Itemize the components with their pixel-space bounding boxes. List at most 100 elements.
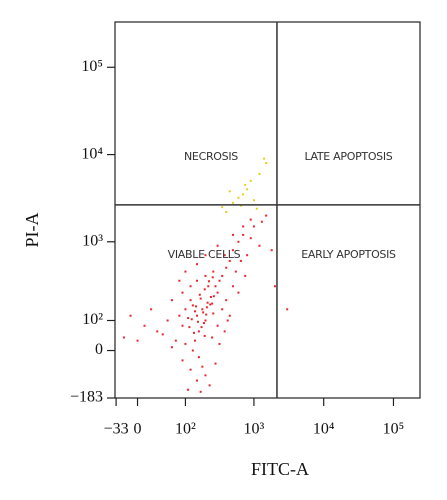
point xyxy=(143,324,146,327)
point xyxy=(286,308,289,311)
point xyxy=(263,157,266,160)
point xyxy=(214,285,217,288)
point xyxy=(212,312,215,315)
point xyxy=(231,285,234,288)
point xyxy=(207,285,210,288)
point xyxy=(209,303,212,306)
point xyxy=(195,305,198,308)
point xyxy=(252,225,255,228)
point xyxy=(265,162,268,165)
point xyxy=(201,365,204,368)
point xyxy=(150,308,153,311)
point xyxy=(216,291,219,294)
point xyxy=(228,314,231,317)
point xyxy=(221,206,224,209)
x-tick-label: −33 xyxy=(104,421,129,438)
point xyxy=(178,314,181,317)
point xyxy=(252,199,255,202)
point xyxy=(221,274,224,277)
quadrant-label: LATE APOPTOSIS xyxy=(304,150,392,163)
point xyxy=(129,314,132,317)
point xyxy=(204,254,207,257)
point xyxy=(244,183,247,186)
point xyxy=(189,368,192,371)
x-tick-label: 0 xyxy=(134,421,142,438)
point xyxy=(218,342,221,345)
point xyxy=(270,249,273,252)
point xyxy=(211,336,214,339)
point xyxy=(242,233,245,236)
y-tick-label: 0 xyxy=(95,341,103,358)
point xyxy=(194,310,197,313)
x-tick-label: 10⁴ xyxy=(313,421,335,438)
x-tick-label: 10² xyxy=(175,421,196,438)
point xyxy=(197,330,200,333)
plot-frame xyxy=(114,21,421,399)
point xyxy=(204,374,207,377)
point xyxy=(212,295,215,298)
point xyxy=(228,190,231,193)
point xyxy=(199,297,202,300)
point xyxy=(197,356,200,359)
point xyxy=(187,317,190,320)
point xyxy=(196,279,199,282)
point xyxy=(205,313,208,316)
point xyxy=(201,308,204,311)
point xyxy=(237,240,240,243)
y-tick-label: −183 xyxy=(70,389,103,406)
point xyxy=(223,330,226,333)
point xyxy=(174,339,177,342)
point xyxy=(260,220,263,223)
point xyxy=(181,291,184,294)
point xyxy=(208,384,211,387)
quadrant-label: NECROSIS xyxy=(184,150,238,163)
point xyxy=(196,379,199,382)
x-axis-title: FITC-A xyxy=(251,459,309,479)
point xyxy=(184,270,187,273)
point xyxy=(122,336,125,339)
point xyxy=(225,210,228,213)
point xyxy=(211,302,214,305)
point xyxy=(242,193,245,196)
y-axis-title: PI-A xyxy=(22,213,42,248)
point xyxy=(207,280,210,283)
point xyxy=(194,339,197,342)
point xyxy=(218,279,221,282)
point xyxy=(225,266,228,269)
y-tick-label: 10⁵ xyxy=(81,58,103,75)
point xyxy=(184,342,187,345)
point xyxy=(196,263,199,266)
point xyxy=(214,362,217,365)
point xyxy=(181,324,184,327)
point xyxy=(226,319,229,322)
y-tick-label: 10² xyxy=(82,311,103,328)
point xyxy=(190,318,193,321)
point xyxy=(237,291,240,294)
y-tick-label: 10⁴ xyxy=(81,145,103,162)
point xyxy=(156,330,159,333)
point xyxy=(246,188,249,191)
point xyxy=(206,301,209,304)
point xyxy=(228,259,231,262)
point xyxy=(189,285,192,288)
point xyxy=(211,276,214,279)
point xyxy=(231,201,234,204)
point xyxy=(231,249,234,252)
point xyxy=(204,319,207,322)
point xyxy=(202,311,205,314)
point xyxy=(231,233,234,236)
point xyxy=(212,270,215,273)
point xyxy=(184,308,187,311)
point xyxy=(246,254,249,257)
point xyxy=(223,254,226,257)
point xyxy=(161,333,164,336)
point xyxy=(237,196,240,199)
point xyxy=(189,299,192,302)
quadrant-label: EARLY APOPTOSIS xyxy=(301,248,396,261)
point xyxy=(166,319,169,322)
x-tick-label: 10³ xyxy=(244,421,265,438)
point xyxy=(242,225,245,228)
point xyxy=(181,359,184,362)
